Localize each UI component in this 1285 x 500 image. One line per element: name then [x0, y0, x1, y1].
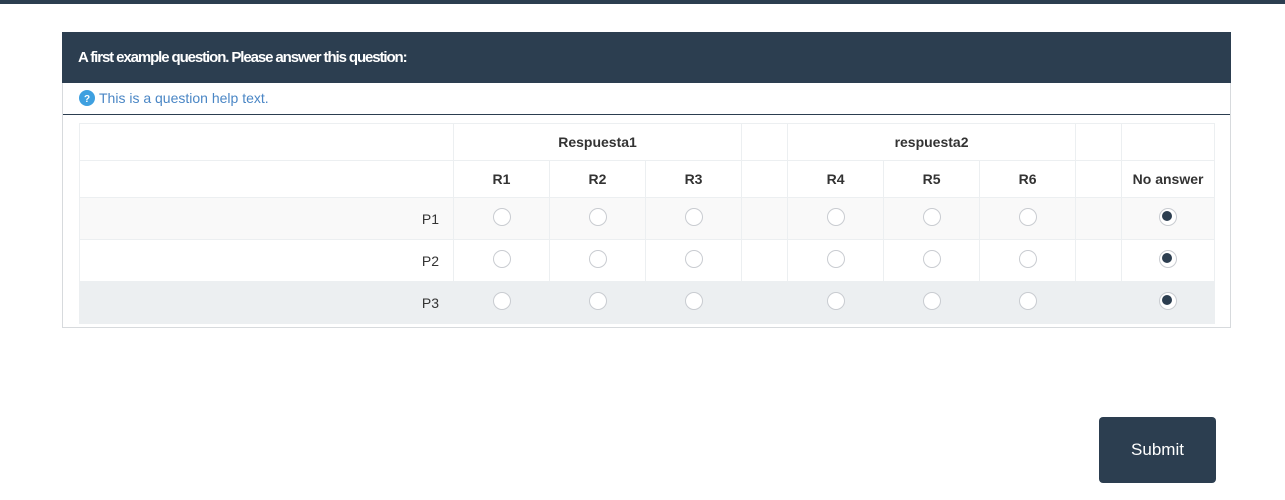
svg-text:?: ? — [84, 94, 90, 105]
